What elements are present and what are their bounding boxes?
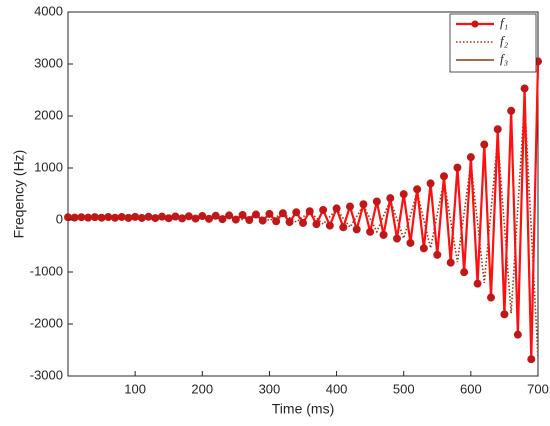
point-marker	[164, 214, 173, 223]
point-marker	[433, 250, 442, 259]
point-marker	[285, 218, 294, 227]
point-marker	[117, 212, 126, 221]
x-tick-label: 400	[326, 381, 348, 396]
point-marker	[487, 293, 495, 302]
y-tick-label: -2000	[30, 315, 63, 330]
point-marker	[211, 211, 220, 220]
point-marker	[137, 213, 146, 222]
point-marker	[258, 216, 267, 225]
legend-marker	[471, 20, 479, 28]
series-line	[67, 61, 540, 360]
point-marker	[225, 211, 234, 220]
x-tick-label: 100	[124, 381, 146, 396]
point-marker	[339, 223, 348, 232]
point-marker	[111, 213, 119, 222]
point-marker	[446, 258, 455, 267]
point-marker	[386, 194, 395, 203]
legend-label: f₂	[500, 33, 509, 48]
point-marker	[198, 212, 207, 221]
point-marker	[191, 214, 200, 223]
point-marker	[527, 355, 536, 364]
point-marker	[245, 216, 254, 224]
legend-box	[449, 13, 537, 73]
legend-label: f₁	[500, 15, 508, 30]
point-marker	[97, 213, 106, 222]
point-marker	[513, 330, 522, 339]
point-marker	[278, 209, 287, 218]
point-marker	[460, 268, 469, 277]
point-marker	[218, 215, 227, 224]
y-tick-label: 1000	[34, 159, 63, 174]
y-tick-label: 4000	[34, 3, 63, 18]
point-marker	[473, 279, 482, 288]
point-marker	[507, 106, 516, 115]
x-tick-label: 600	[460, 381, 482, 396]
x-tick-label: 500	[393, 381, 415, 396]
point-marker	[272, 217, 281, 226]
point-marker	[453, 163, 462, 172]
point-marker	[238, 211, 247, 220]
y-tick-label: 0	[56, 211, 63, 226]
point-marker	[151, 214, 160, 223]
y-axis-label: Freqency (Hz)	[11, 150, 27, 239]
point-marker	[366, 227, 375, 236]
point-marker	[413, 185, 422, 194]
point-marker	[379, 230, 388, 239]
point-marker	[372, 197, 381, 206]
point-marker	[399, 190, 408, 199]
plot	[64, 57, 542, 364]
x-axis-label: Time (ms)	[272, 401, 334, 417]
point-marker	[493, 125, 502, 134]
point-marker	[312, 220, 321, 229]
point-marker	[144, 212, 153, 221]
point-marker	[104, 213, 113, 222]
point-marker	[178, 214, 187, 223]
point-marker	[352, 225, 361, 234]
point-marker	[305, 207, 314, 216]
point-marker	[252, 210, 260, 219]
point-marker	[77, 213, 86, 222]
point-marker	[299, 218, 307, 227]
point-marker	[158, 212, 166, 221]
point-marker	[332, 204, 341, 213]
point-marker	[171, 212, 180, 221]
y-tick-label: 2000	[34, 107, 63, 122]
plot-area	[67, 11, 539, 377]
point-marker	[124, 213, 133, 222]
point-marker	[419, 244, 428, 253]
point-marker	[520, 84, 529, 93]
point-marker	[90, 213, 99, 222]
x-tick-label: 200	[191, 381, 213, 396]
point-marker	[440, 172, 448, 181]
point-marker	[426, 179, 435, 188]
point-marker	[480, 140, 489, 149]
y-tick-label: -1000	[30, 263, 63, 278]
point-marker	[205, 214, 213, 223]
point-marker	[292, 208, 301, 217]
legend-label: f₃	[500, 51, 508, 66]
point-marker	[393, 234, 401, 243]
y-tick-label: -3000	[30, 367, 63, 382]
point-marker	[265, 209, 274, 218]
x-tick-label: 300	[259, 381, 281, 396]
y-tick-label: 3000	[34, 55, 63, 70]
point-marker	[359, 200, 368, 209]
point-marker	[346, 202, 354, 211]
point-marker	[500, 310, 509, 319]
point-marker	[131, 212, 140, 221]
point-marker	[466, 153, 475, 162]
point-marker	[406, 238, 415, 247]
point-marker	[84, 213, 93, 222]
point-marker	[319, 205, 328, 214]
point-marker	[325, 221, 334, 230]
x-tick-label: 700	[527, 381, 549, 396]
point-marker	[184, 212, 193, 221]
point-marker	[231, 215, 240, 224]
